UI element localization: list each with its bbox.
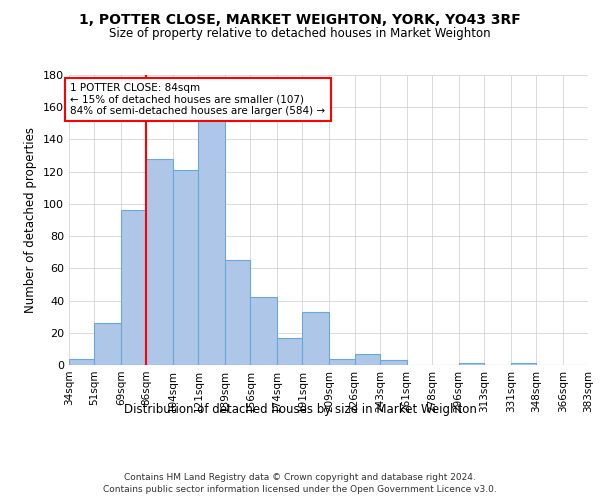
Bar: [329, 358, 355, 365]
Bar: [511, 364, 536, 365]
Bar: [225, 260, 250, 365]
Bar: [250, 298, 277, 365]
Bar: [94, 323, 121, 365]
Text: 1 POTTER CLOSE: 84sqm
← 15% of detached houses are smaller (107)
84% of semi-det: 1 POTTER CLOSE: 84sqm ← 15% of detached …: [70, 83, 326, 116]
Text: Contains public sector information licensed under the Open Government Licence v3: Contains public sector information licen…: [103, 485, 497, 494]
Bar: [69, 358, 94, 365]
Bar: [302, 312, 329, 365]
Bar: [355, 354, 380, 365]
Bar: [380, 360, 407, 365]
Bar: [458, 364, 484, 365]
Text: 1, POTTER CLOSE, MARKET WEIGHTON, YORK, YO43 3RF: 1, POTTER CLOSE, MARKET WEIGHTON, YORK, …: [79, 12, 521, 26]
Bar: [121, 210, 146, 365]
Bar: [173, 170, 199, 365]
Text: Contains HM Land Registry data © Crown copyright and database right 2024.: Contains HM Land Registry data © Crown c…: [124, 472, 476, 482]
Bar: [199, 120, 225, 365]
Text: Distribution of detached houses by size in Market Weighton: Distribution of detached houses by size …: [124, 402, 476, 415]
Bar: [277, 338, 302, 365]
Y-axis label: Number of detached properties: Number of detached properties: [25, 127, 37, 313]
Text: Size of property relative to detached houses in Market Weighton: Size of property relative to detached ho…: [109, 28, 491, 40]
Bar: [146, 159, 173, 365]
